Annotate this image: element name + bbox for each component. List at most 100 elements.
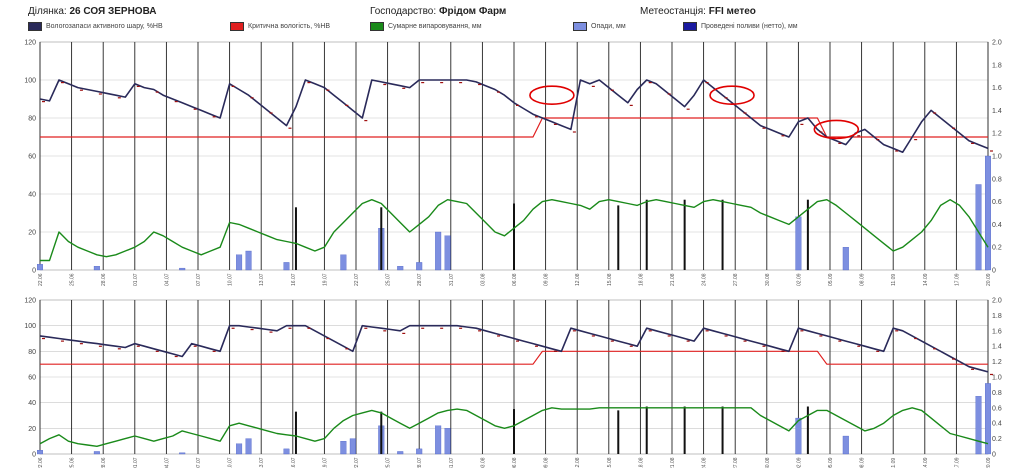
bottom-x-tick-label: 10.07 xyxy=(228,457,234,468)
bottom-moisture-marker xyxy=(98,345,102,347)
legend-item-rain: Опади, мм xyxy=(573,22,626,31)
legend-label-irrigation: Проведені поливи (нетто), мм xyxy=(701,23,798,30)
top-moisture-marker xyxy=(79,89,83,91)
top-moisture-marker xyxy=(572,131,576,133)
top-rain-bar xyxy=(236,254,243,271)
top-left-tick-label: 100 xyxy=(24,78,36,85)
bottom-moisture-marker xyxy=(990,373,993,376)
top-highlight-ellipse xyxy=(709,85,755,106)
bottom-irrigation-bar xyxy=(513,409,515,454)
top-x-tick-label: 13.07 xyxy=(259,273,265,286)
top-moisture-marker xyxy=(648,82,652,84)
bottom-rain-bar xyxy=(985,383,991,455)
top-moisture-marker xyxy=(516,104,519,106)
bottom-x-tick-label: 22.06 xyxy=(38,457,44,468)
bottom-rain-bar xyxy=(795,417,802,455)
top-x-tick-label: 22.07 xyxy=(354,273,360,286)
top-x-tick-label: 27.08 xyxy=(733,273,739,286)
bottom-irrigation-bar xyxy=(683,406,686,454)
top-rain-bar xyxy=(444,235,451,271)
top-x-tick-label: 14.09 xyxy=(923,273,929,286)
bottom-x-tick-label: 04.07 xyxy=(164,457,170,468)
top-moisture-marker xyxy=(705,82,709,84)
bottom-moisture-marker xyxy=(610,340,614,342)
bottom-moisture-marker xyxy=(553,350,557,352)
bottom-moisture-marker xyxy=(497,335,501,337)
top-moisture-marker xyxy=(610,89,614,91)
top-x-tick-label: 28.06 xyxy=(101,273,107,286)
top-moisture-marker xyxy=(743,112,747,114)
bottom-rain-bar xyxy=(236,443,243,455)
legend-item-irrigation: Проведені поливи (нетто), мм xyxy=(683,22,798,31)
legend-label-rain: Опади, мм xyxy=(591,23,626,30)
farm-label: Господарство: xyxy=(370,6,437,17)
top-right-tick-label: 1.2 xyxy=(992,131,1002,138)
top-moisture-marker xyxy=(762,127,766,129)
bottom-moisture-marker xyxy=(971,368,975,370)
top-right-tick-label: 2.0 xyxy=(992,40,1002,47)
bottom-rain-bar xyxy=(444,428,451,455)
bottom-moisture-marker xyxy=(686,340,690,342)
bottom-moisture-marker xyxy=(838,340,842,342)
bottom-x-tick-label: 15.08 xyxy=(607,457,613,468)
bottom-x-tick-label: 11.09 xyxy=(891,458,897,468)
top-rain-bar xyxy=(975,184,982,271)
top-moisture-marker xyxy=(667,93,671,95)
top-x-tick-label: 12.08 xyxy=(575,273,581,286)
legend-swatch-irrigation xyxy=(683,22,697,31)
bottom-moisture-marker xyxy=(876,350,880,352)
top-x-tick-label: 20.09 xyxy=(986,273,992,286)
top-x-tick-label: 09.08 xyxy=(544,273,550,286)
bottom-rain-bar xyxy=(245,438,252,455)
top-moisture-marker xyxy=(98,93,102,95)
bottom-x-tick-label: 27.08 xyxy=(733,457,739,468)
bottom-moisture-marker xyxy=(193,345,197,347)
top-rain-bar xyxy=(283,262,290,271)
top-x-tick-label: 30.08 xyxy=(765,273,771,286)
bottom-moisture-marker xyxy=(781,350,785,352)
top-x-tick-label: 22.06 xyxy=(38,273,44,286)
bottom-chart: 0 20 40 60 80 100 120 0 0.2 0.4 0.6 0.8 1.0 1.2 1.4 1.6… xyxy=(24,298,1002,468)
top-irrigation-bar xyxy=(721,199,724,270)
top-moisture-marker xyxy=(781,135,785,137)
bottom-right-tick-label: 0.8 xyxy=(992,390,1002,397)
bottom-moisture-marker xyxy=(743,340,747,342)
top-moisture-marker xyxy=(895,150,899,152)
bottom-right-tick-label: 1.8 xyxy=(992,313,1002,320)
legend-swatch-evaporation xyxy=(370,22,384,31)
top-x-tick-label: 24.08 xyxy=(702,273,708,286)
top-rain-bar xyxy=(416,262,423,271)
bottom-moisture-marker xyxy=(705,330,709,332)
top-left-tick-label: 40 xyxy=(28,192,36,199)
top-rain-bar xyxy=(340,254,347,271)
bottom-left-tick-label: 80 xyxy=(28,349,36,356)
bottom-x-tick-label: 01.07 xyxy=(133,457,139,468)
top-left-tick-label: 120 xyxy=(24,40,36,47)
top-moisture-marker xyxy=(364,120,368,122)
top-moisture-marker xyxy=(383,83,387,86)
bottom-moisture-marker xyxy=(364,327,368,329)
bottom-left-tick-label: 20 xyxy=(28,426,36,433)
bottom-moisture-marker xyxy=(819,335,823,337)
top-rain-bar xyxy=(842,247,849,271)
top-moisture-marker xyxy=(724,97,728,99)
top-moisture-marker xyxy=(952,127,956,129)
bottom-rain-bar xyxy=(416,448,423,455)
top-moisture-marker xyxy=(269,112,273,114)
top-moisture-marker xyxy=(534,116,538,118)
legend-swatch-moisture xyxy=(28,22,42,31)
top-highlight-ellipse xyxy=(529,85,575,106)
bottom-moisture-marker xyxy=(591,335,595,337)
top-moisture-marker xyxy=(686,108,690,110)
legend-label-moisture: Вологозапаси активного шару, %НВ xyxy=(46,23,163,30)
bottom-rain-bar xyxy=(283,448,290,455)
top-x-tick-label: 28.07 xyxy=(417,273,423,286)
top-left-tick-label: 20 xyxy=(28,230,36,237)
bottom-moisture-marker xyxy=(800,330,804,332)
top-x-tick-label: 10.07 xyxy=(228,273,234,286)
legend-item-evaporation: Сумарне випаровування, мм xyxy=(370,22,482,31)
bottom-moisture-marker xyxy=(155,350,159,352)
top-moisture-marker xyxy=(857,135,861,137)
top-x-tick-label: 25.07 xyxy=(386,273,392,286)
top-moisture-marker xyxy=(440,82,444,84)
